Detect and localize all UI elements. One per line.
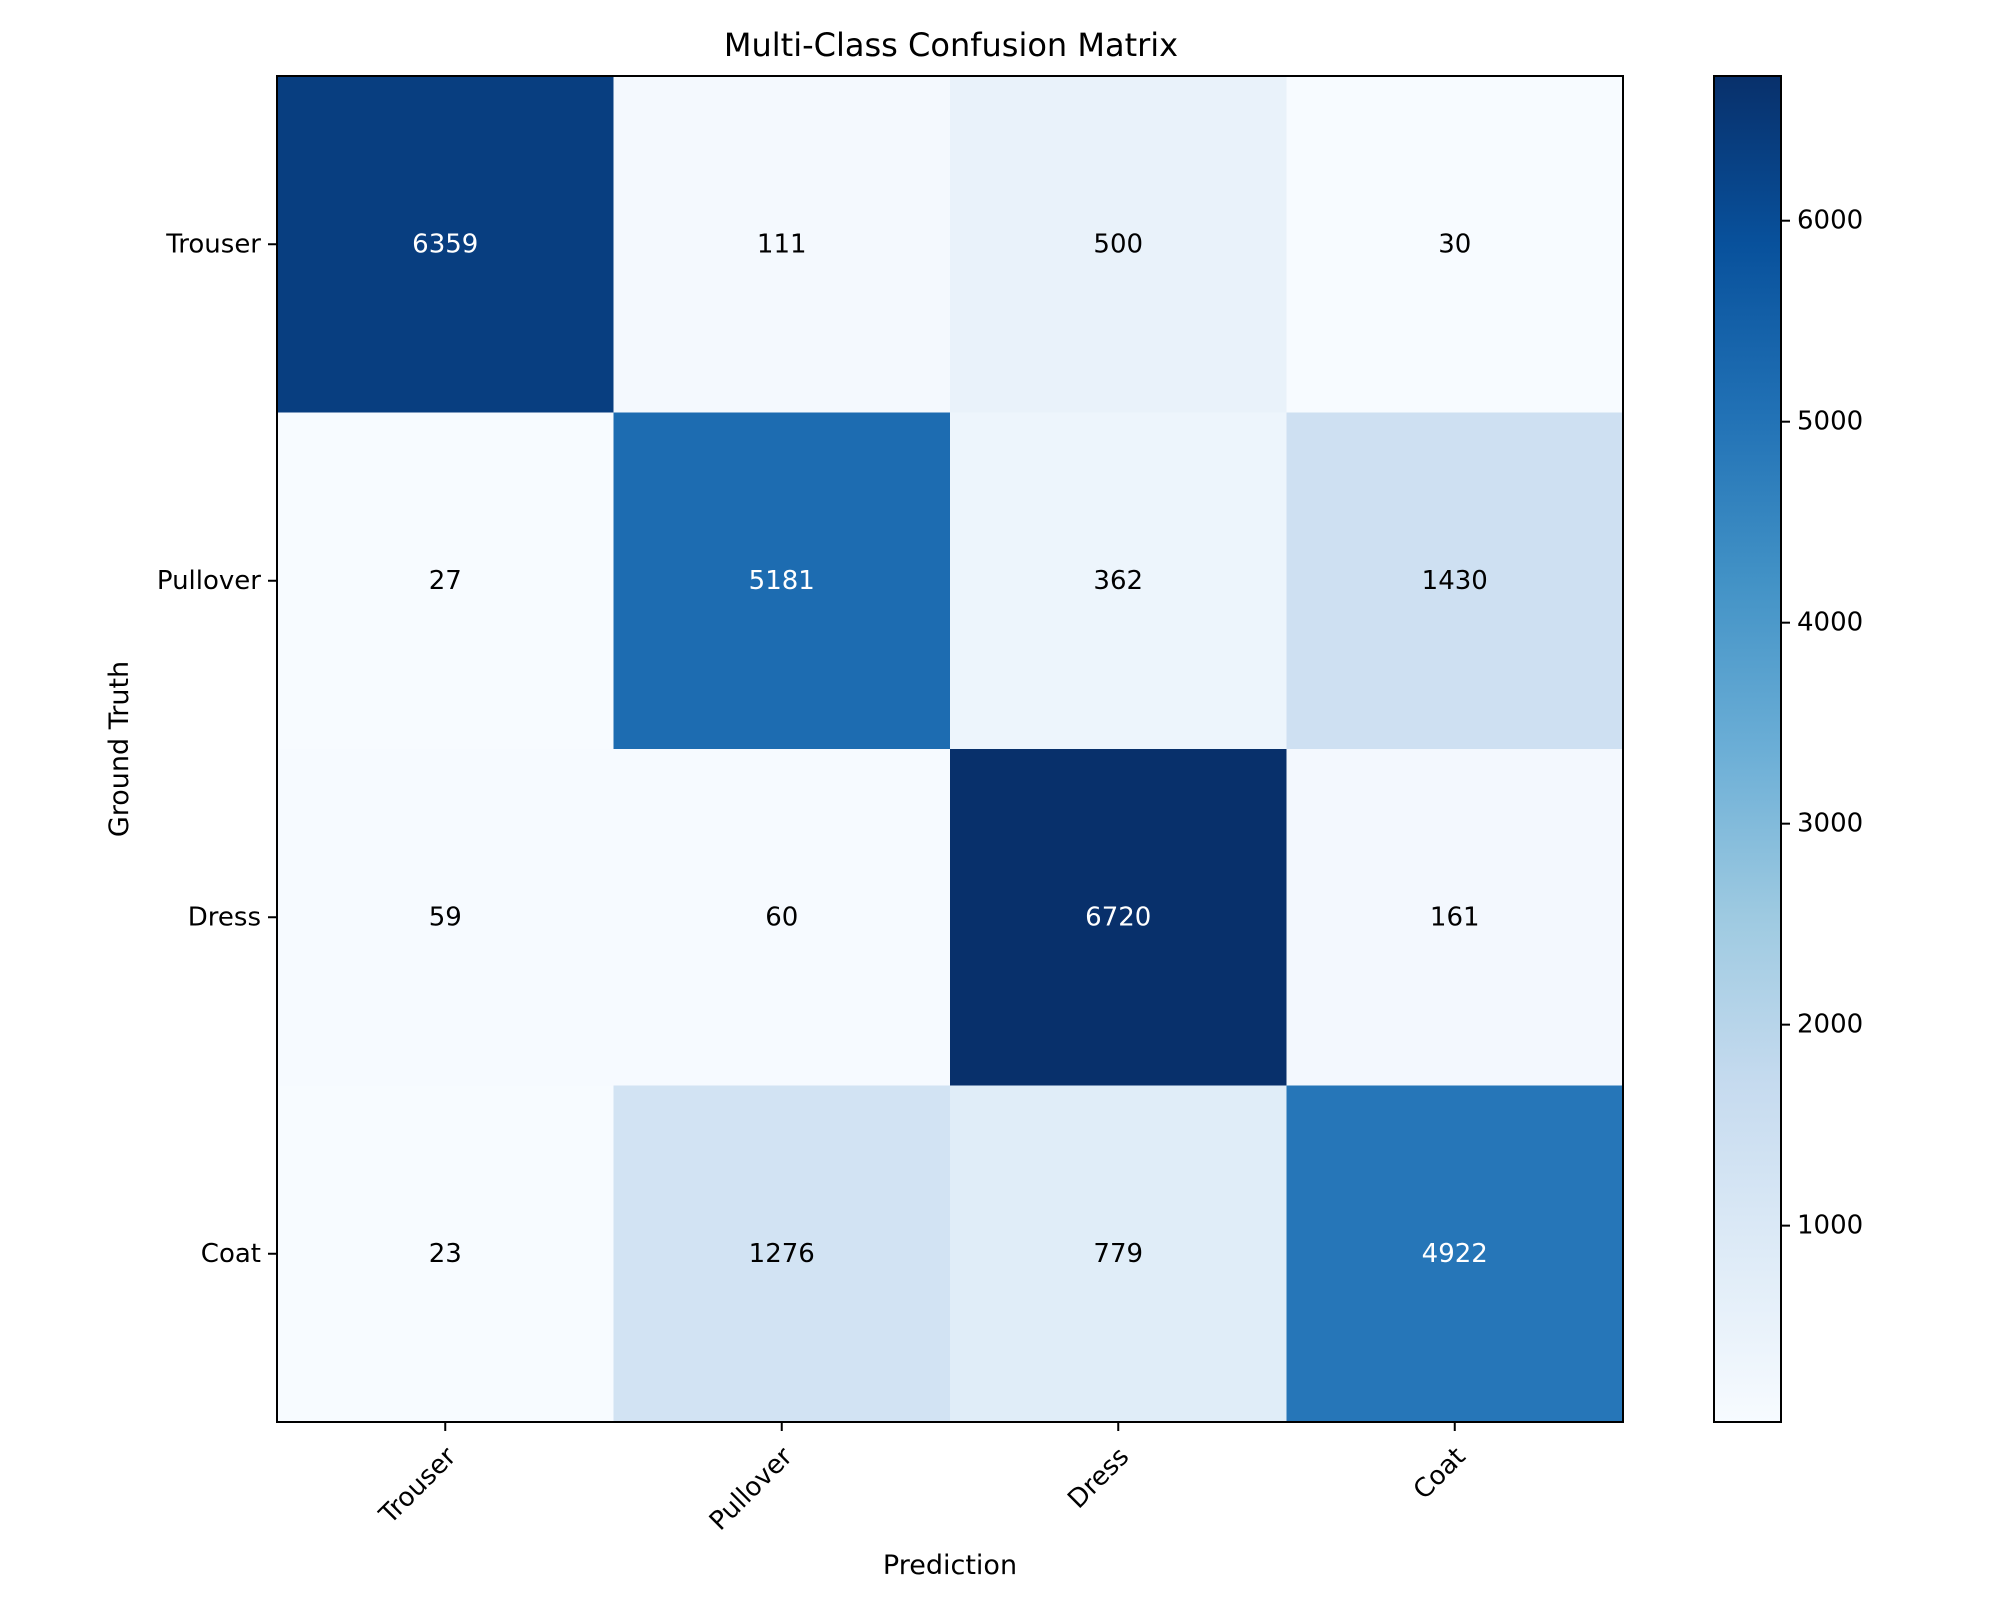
plot-frame bbox=[276, 75, 1624, 1423]
chart-title: Multi-Class Confusion Matrix bbox=[724, 26, 1178, 64]
colorbar-tick-label: 3000 bbox=[1797, 809, 1863, 839]
colorbar-tick-label: 5000 bbox=[1797, 407, 1863, 437]
heatmap-cell bbox=[950, 1085, 1287, 1423]
colorbar-tick-label: 2000 bbox=[1797, 1010, 1863, 1040]
colorbar bbox=[1713, 75, 1782, 1423]
colorbar-tick-label: 1000 bbox=[1797, 1211, 1863, 1241]
heatmap-cell bbox=[277, 76, 614, 413]
cell-value-label: 111 bbox=[757, 229, 807, 259]
y-axis-ticks: Trouser Pullover Dress Coat bbox=[157, 229, 277, 1269]
heatmap-cell bbox=[1286, 749, 1624, 1086]
cell-value-label: 1276 bbox=[749, 1239, 815, 1269]
cell-value-label: 6359 bbox=[412, 229, 478, 259]
colorbar-ticks: 1000 2000 3000 4000 5000 6000 bbox=[1781, 206, 1863, 1241]
cell-value-label: 59 bbox=[429, 902, 462, 932]
colorbar-tick-label: 4000 bbox=[1797, 608, 1863, 638]
heatmap-cell bbox=[277, 1085, 614, 1423]
heatmap-cell bbox=[613, 412, 951, 750]
heatmap-cell bbox=[277, 412, 614, 750]
x-axis-label: Prediction bbox=[883, 1550, 1017, 1581]
heatmap-cell-labels: 6359 111 500 30 27 5181 362 1430 59 60 6720 161 23 12… bbox=[412, 229, 1488, 1269]
y-tick-label: Dress bbox=[188, 902, 261, 932]
heatmap-cell bbox=[613, 1085, 951, 1423]
y-tick-label: Trouser bbox=[165, 229, 261, 259]
heatmap-cell bbox=[950, 76, 1287, 413]
heatmap-cell bbox=[950, 749, 1287, 1086]
cell-value-label: 1430 bbox=[1422, 566, 1488, 596]
colorbar-tick-label: 6000 bbox=[1797, 206, 1863, 236]
x-tick-label: Pullover bbox=[704, 1442, 799, 1537]
cell-value-label: 6720 bbox=[1085, 902, 1151, 932]
heatmap-cell bbox=[1286, 76, 1624, 413]
heatmap-cell bbox=[1286, 412, 1624, 750]
cell-value-label: 362 bbox=[1093, 566, 1143, 596]
cell-value-label: 27 bbox=[429, 566, 462, 596]
cell-value-label: 779 bbox=[1093, 1239, 1143, 1269]
cell-value-label: 60 bbox=[765, 902, 798, 932]
heatmap-cell bbox=[277, 749, 614, 1086]
x-tick-label: Trouser bbox=[373, 1442, 462, 1531]
cell-value-label: 4922 bbox=[1422, 1239, 1488, 1269]
heatmap-cell bbox=[1286, 1085, 1624, 1423]
y-axis-label: Ground Truth bbox=[104, 661, 135, 837]
y-tick-label: Coat bbox=[201, 1239, 261, 1269]
y-tick-label: Pullover bbox=[157, 566, 261, 596]
cell-value-label: 30 bbox=[1438, 229, 1471, 259]
cell-value-label: 161 bbox=[1430, 902, 1480, 932]
heatmap-cell bbox=[613, 76, 951, 413]
cell-value-label: 500 bbox=[1093, 229, 1143, 259]
heatmap-cells bbox=[277, 76, 1624, 1423]
cell-value-label: 23 bbox=[429, 1239, 462, 1269]
x-tick-label: Coat bbox=[1408, 1442, 1472, 1506]
heatmap-cell bbox=[613, 749, 951, 1086]
heatmap-cell bbox=[950, 412, 1287, 750]
x-tick-label: Dress bbox=[1062, 1442, 1135, 1515]
cell-value-label: 5181 bbox=[749, 566, 815, 596]
x-axis-ticks: Trouser Pullover Dress Coat bbox=[373, 1422, 1472, 1537]
